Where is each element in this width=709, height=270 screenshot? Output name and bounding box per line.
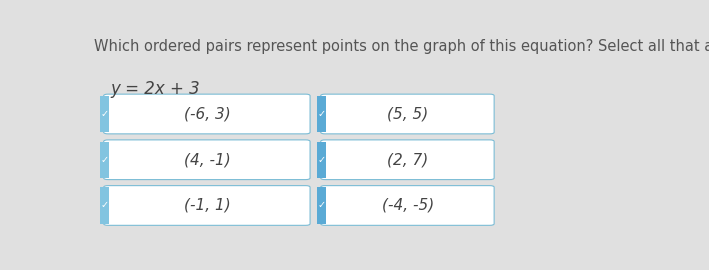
Text: ✓: ✓ <box>100 201 108 211</box>
FancyBboxPatch shape <box>104 94 310 134</box>
Text: (-1, 1): (-1, 1) <box>184 198 230 213</box>
Text: (4, -1): (4, -1) <box>184 152 230 167</box>
Bar <box>317 187 325 224</box>
Text: (-6, 3): (-6, 3) <box>184 106 230 122</box>
Text: (2, 7): (2, 7) <box>387 152 428 167</box>
Bar <box>317 141 325 178</box>
Bar <box>317 96 325 132</box>
Text: ✓: ✓ <box>317 109 325 119</box>
Text: ✓: ✓ <box>317 201 325 211</box>
FancyBboxPatch shape <box>320 94 494 134</box>
Text: y = 2x + 3: y = 2x + 3 <box>111 80 201 98</box>
Text: Which ordered pairs represent points on the graph of this equation? Select all t: Which ordered pairs represent points on … <box>94 39 709 54</box>
FancyBboxPatch shape <box>320 140 494 180</box>
FancyBboxPatch shape <box>104 185 310 225</box>
Text: (-4, -5): (-4, -5) <box>381 198 434 213</box>
Bar <box>99 141 108 178</box>
Text: (5, 5): (5, 5) <box>387 106 428 122</box>
FancyBboxPatch shape <box>104 140 310 180</box>
Bar <box>99 187 108 224</box>
FancyBboxPatch shape <box>320 185 494 225</box>
Text: ✓: ✓ <box>317 155 325 165</box>
Text: ✓: ✓ <box>100 155 108 165</box>
Text: ✓: ✓ <box>100 109 108 119</box>
Bar <box>99 96 108 132</box>
